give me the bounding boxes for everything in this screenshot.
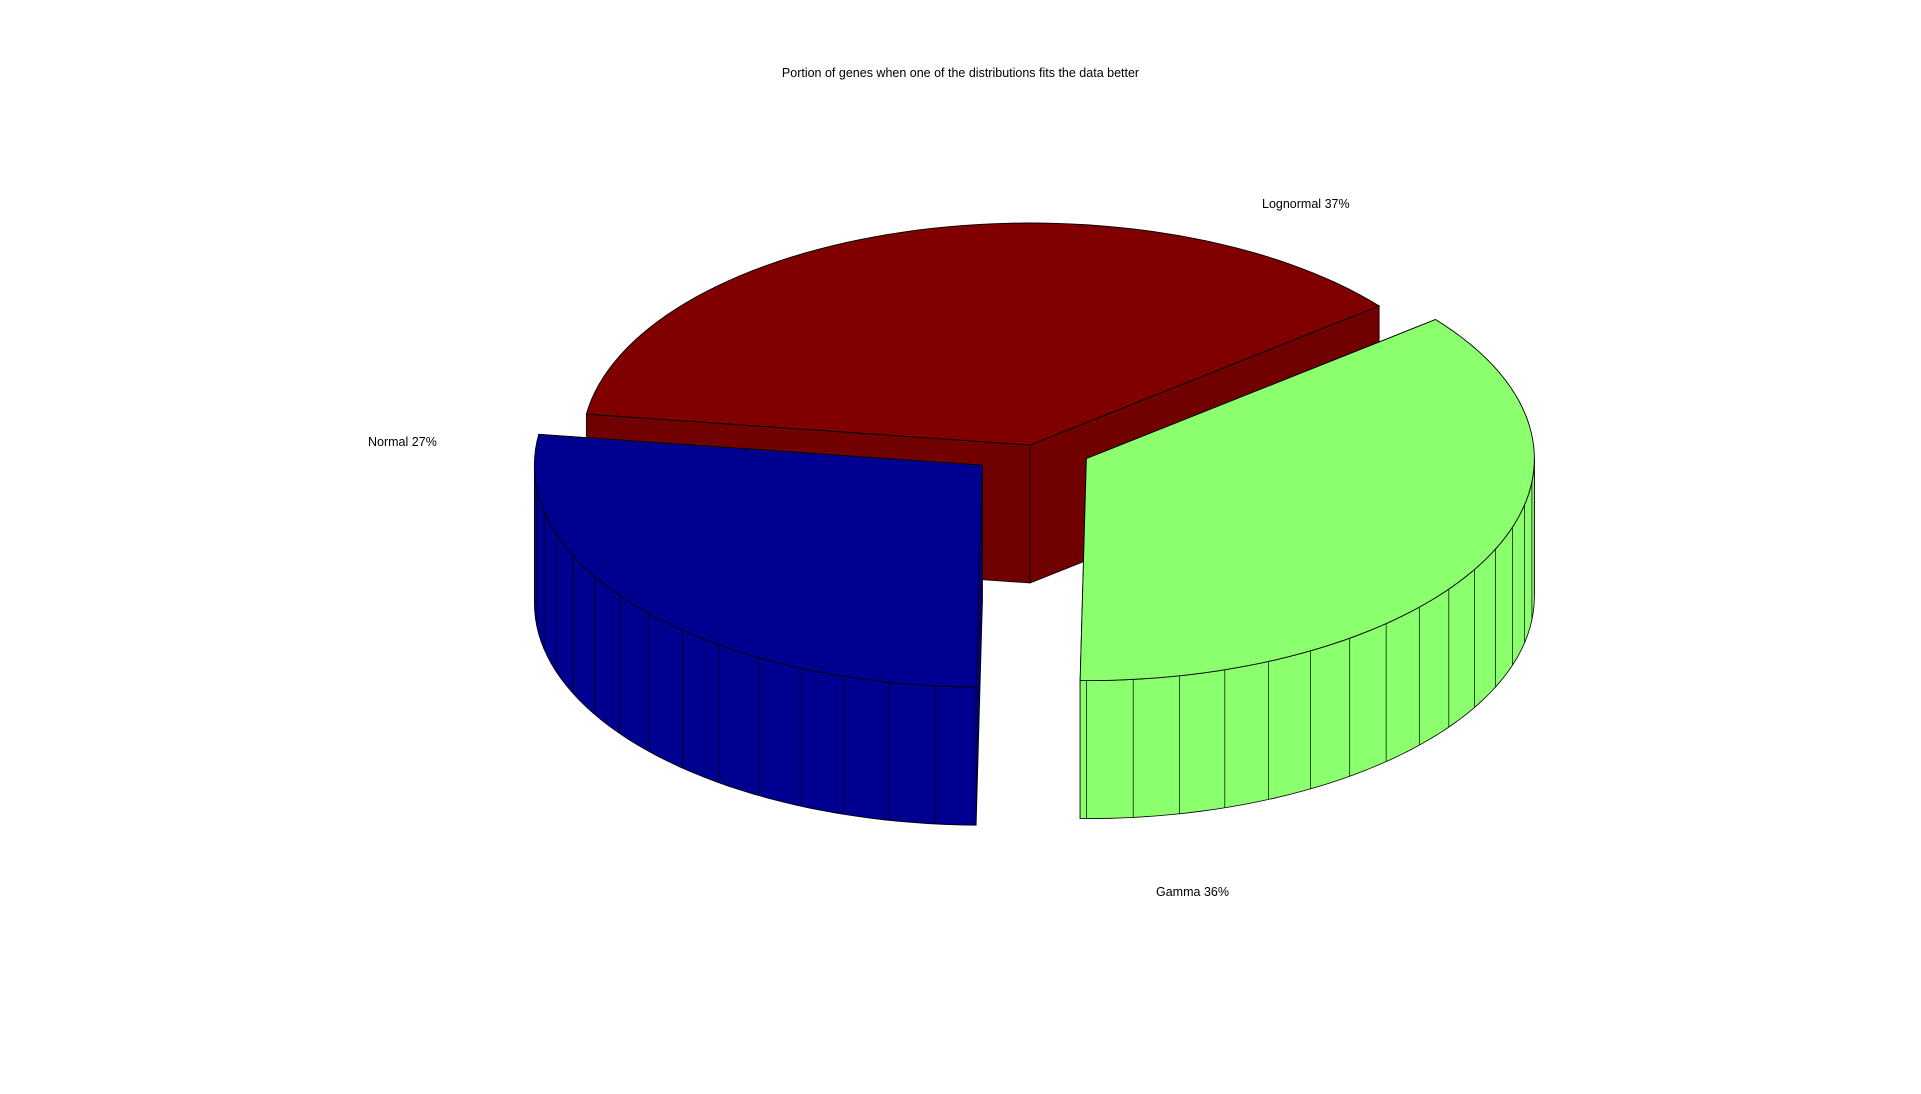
slice-label-name: Gamma [1156, 885, 1201, 899]
slice-label-percent: 27% [411, 435, 437, 449]
pie-slice-gamma [1079, 319, 1535, 682]
slice-label-name: Normal [368, 435, 409, 449]
slice-label-percent: 37% [1324, 197, 1350, 211]
pie-tops [533, 222, 1535, 688]
chart-title: Portion of genes when one of the distrib… [781, 66, 1140, 80]
slice-label-normal: Normal 27% [368, 434, 437, 450]
pie-slice-normal [533, 433, 983, 688]
slice-label-name: Lognormal [1262, 197, 1322, 211]
slice-label-gamma: Gamma 36% [1156, 884, 1229, 900]
slice-label-percent: 36% [1203, 885, 1229, 899]
pie-slice-lognormal [585, 222, 1381, 446]
slice-label-lognormal: Lognormal 37% [1262, 196, 1350, 212]
